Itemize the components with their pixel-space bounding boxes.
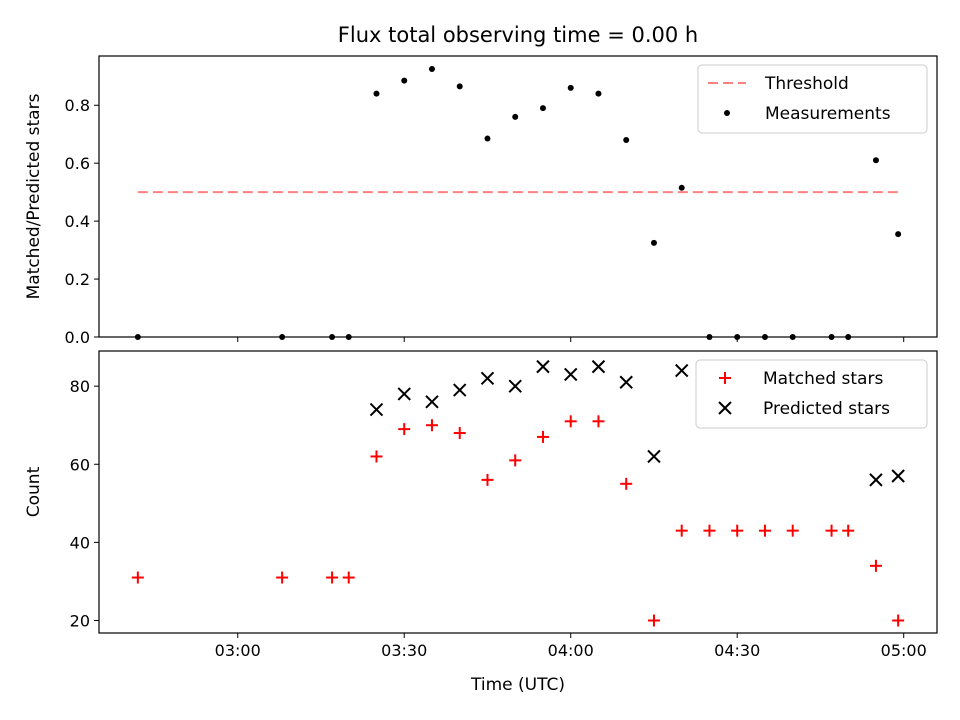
- y-tick-label: 20: [70, 612, 90, 631]
- predicted-stars-marker: [564, 367, 578, 382]
- matched-stars-marker: [398, 423, 411, 436]
- count-panel: 03:00 03:30 04:00 04:30 05:00 20 40 60 80 Count Ma…: [24, 350, 938, 660]
- matched-stars-marker: [647, 614, 660, 627]
- predicted-stars-marker: [425, 395, 439, 409]
- x-tick-label: 04:00: [548, 641, 594, 660]
- matched-stars-marker: [326, 571, 339, 584]
- measurements-marker: [373, 90, 380, 97]
- predicted-stars-marker: [397, 387, 411, 401]
- x-tick-label: 04:30: [714, 641, 760, 660]
- y-tick-label: 0.2: [65, 270, 90, 289]
- y-tick-label: 0.6: [65, 154, 90, 173]
- matched-stars-marker: [592, 415, 605, 428]
- predicted-stars-marker: [453, 383, 467, 397]
- y-tick-label: 0.0: [65, 328, 90, 347]
- matched-stars-marker: [509, 454, 522, 467]
- y-axis-label: Matched/Predicted stars: [24, 93, 44, 299]
- matched-stars-marker: [758, 524, 771, 537]
- predicted-stars-marker: [869, 473, 883, 487]
- measurements-marker: [428, 66, 435, 73]
- measurements-marker: [650, 239, 657, 246]
- legend-predicted-stars-swatch: [718, 401, 732, 415]
- predicted-stars-marker: [536, 359, 550, 374]
- measurements-marker: [895, 231, 902, 238]
- matched-stars-marker: [675, 524, 688, 537]
- measurements-marker: [623, 137, 630, 144]
- matched-stars-marker: [564, 415, 577, 428]
- measurements-marker: [595, 90, 602, 97]
- measurements-marker: [512, 113, 519, 120]
- matched-stars-marker: [825, 524, 838, 537]
- legend-box: [695, 359, 928, 429]
- x-axis-label: Time (UTC): [470, 675, 565, 695]
- matched-stars-marker: [276, 571, 289, 584]
- plot-frame: [98, 55, 938, 338]
- legend-box: [697, 64, 928, 134]
- ratio-panel: 0.0 0.2 0.4 0.6 0.8 Matched/Predicted stars Th…: [24, 55, 938, 347]
- matched-stars-marker: [703, 524, 716, 537]
- measurements-marker: [401, 77, 408, 84]
- matched-stars-marker: [481, 473, 494, 486]
- x-tick-label: 05:00: [881, 641, 927, 660]
- measurements-marker: [678, 184, 685, 191]
- measurements-marker: [539, 105, 546, 112]
- matched-stars-marker: [786, 524, 799, 537]
- matched-stars-marker: [869, 559, 882, 572]
- matched-stars-marker: [370, 450, 383, 463]
- predicted-stars-marker: [480, 371, 495, 386]
- predicted-stars-marker: [369, 402, 384, 417]
- plot-frame: [98, 350, 938, 634]
- predicted-stars-marker: [891, 469, 905, 483]
- matched-stars-marker: [892, 614, 905, 627]
- y-tick-label: 40: [70, 533, 90, 552]
- matched-stars-marker: [342, 571, 355, 584]
- legend-entry-label: Measurements: [765, 104, 891, 124]
- predicted-stars-marker: [508, 379, 522, 393]
- predicted-stars-marker: [647, 449, 661, 464]
- matched-stars-marker: [425, 419, 438, 432]
- x-tick-label: 03:30: [381, 641, 427, 660]
- matched-stars-marker: [453, 427, 466, 440]
- measurements-marker: [456, 83, 463, 90]
- measurements-marker: [872, 157, 879, 164]
- legend-entry-label: Matched stars: [763, 369, 883, 389]
- y-axis-label: Count: [24, 466, 44, 517]
- legend-entry-label: Threshold: [764, 74, 849, 94]
- matched-stars-marker: [731, 524, 744, 537]
- measurements-marker: [484, 135, 491, 142]
- x-tick-label: 03:00: [215, 641, 261, 660]
- chart-title: Flux total observing time = 0.00 h: [338, 23, 698, 47]
- y-tick-label: 0.8: [65, 96, 90, 115]
- legend-matched-stars-swatch: [719, 372, 731, 384]
- matched-stars-marker: [842, 524, 855, 537]
- y-tick-label: 0.4: [65, 212, 90, 231]
- predicted-stars-marker: [675, 363, 689, 378]
- matched-stars-marker: [620, 477, 633, 490]
- predicted-stars-marker: [591, 359, 606, 374]
- measurements-marker: [567, 84, 574, 91]
- legend-entry-label: Predicted stars: [763, 399, 890, 419]
- matched-stars-marker: [131, 571, 144, 584]
- y-tick-label: 80: [70, 377, 90, 396]
- predicted-stars-marker: [619, 375, 633, 389]
- legend-measurements-swatch: [724, 110, 730, 116]
- y-tick-label: 60: [70, 455, 90, 474]
- matched-stars-marker: [536, 430, 549, 443]
